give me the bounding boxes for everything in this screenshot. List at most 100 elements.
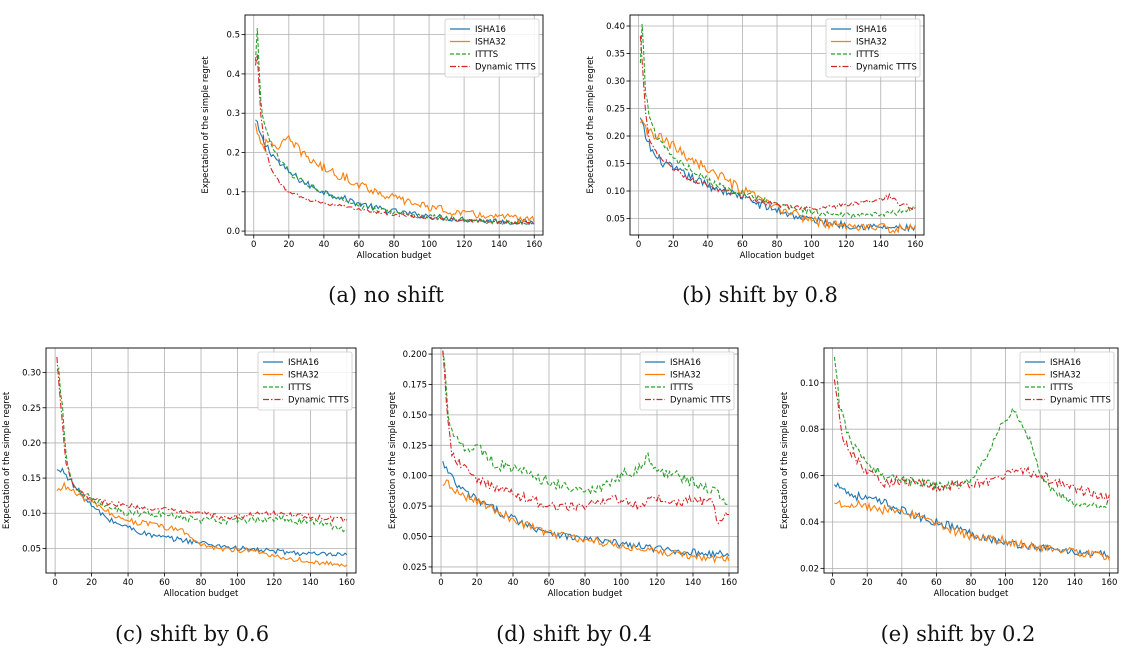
- x-tick-label: 100: [421, 240, 437, 250]
- y-axis-label: Expectation of the simple regret: [2, 391, 12, 529]
- series-line-isha16: [255, 119, 535, 226]
- y-tick-label: 0.30: [22, 369, 41, 379]
- chart-panel-e: 0 20 40 60 80 100 120 140 160 0.02 0.04 0.06 0.08 0.1…: [778, 340, 1122, 605]
- series-line-isha32: [56, 481, 348, 568]
- x-tick-label: 100: [229, 578, 245, 588]
- y-tick-label: 0.08: [800, 425, 819, 435]
- x-tick-label: 60: [544, 578, 555, 588]
- x-tick-label: 60: [737, 240, 748, 250]
- series-line-dynamic-ttts: [254, 54, 535, 225]
- y-tick-label: 0.050: [403, 533, 427, 543]
- legend-label: ISHA16: [856, 25, 887, 35]
- x-tick-label: 20: [668, 240, 679, 250]
- y-tick-label: 0.15: [22, 474, 41, 484]
- x-tick-label: 40: [896, 578, 907, 588]
- y-tick-label: 0.06: [800, 472, 819, 482]
- x-tick-label: 160: [339, 578, 355, 588]
- legend-label: Dynamic TTTS: [475, 63, 536, 73]
- y-axis-label: Expectation of the simple regret: [388, 391, 398, 529]
- legend-label: Dynamic TTTS: [288, 396, 349, 406]
- chart-b: 0 20 40 60 80 100 120 140 160 0.05 0.10 0.15 0.20 0.2…: [586, 14, 925, 261]
- x-axis-label: Allocation budget: [164, 589, 239, 599]
- x-tick-label: 60: [931, 578, 942, 588]
- x-tick-label: 40: [318, 240, 329, 250]
- x-tick-label: 120: [1032, 578, 1048, 588]
- x-tick-label: 140: [685, 578, 701, 588]
- y-tick-label: 0.025: [403, 563, 427, 573]
- chart-panel-d: 0 20 40 60 80 100 120 140 160 0.025 0.050 0.075 0.10…: [384, 340, 746, 605]
- caption-e: (e) shift by 0.2: [880, 622, 1036, 646]
- caption-a: (a) no shift: [328, 283, 444, 307]
- y-tick-label: 0.3: [226, 109, 240, 119]
- y-tick-label: 0.0: [226, 227, 240, 237]
- x-axis-label: Allocation budget: [740, 251, 815, 261]
- y-axis-label: Expectation of the simple regret: [780, 391, 790, 529]
- x-tick-label: 40: [123, 578, 134, 588]
- y-tick-label: 0.1: [226, 188, 240, 198]
- x-tick-label: 60: [159, 578, 170, 588]
- legend-label: ISHA16: [1050, 358, 1081, 368]
- series-line-isha32: [442, 479, 730, 564]
- chart-d: 0 20 40 60 80 100 120 140 160 0.025 0.050 0.075 0.10…: [388, 347, 739, 599]
- legend-label: ISHA32: [856, 38, 887, 48]
- x-tick-label: 20: [86, 578, 97, 588]
- series-line-dynamic-ttts: [833, 379, 1110, 504]
- legend-label: ISHA16: [288, 358, 319, 368]
- series-line-ittts: [442, 350, 730, 506]
- y-tick-label: 0.04: [800, 518, 819, 528]
- y-tick-label: 0.100: [403, 472, 427, 482]
- chart-a: 0 20 40 60 80 100 120 140 160 0.0 0.1 0.2 0.3 0.4 0.5 A…: [201, 14, 544, 261]
- legend-label: ITTTS: [670, 383, 693, 393]
- legend-label: ISHA16: [475, 25, 506, 35]
- x-tick-label: 140: [1067, 578, 1083, 588]
- x-tick-label: 160: [1101, 578, 1117, 588]
- y-tick-label: 0.25: [22, 404, 41, 414]
- legend-box: [257, 351, 353, 411]
- y-tick-label: 0.05: [606, 215, 625, 225]
- y-tick-label: 0.30: [606, 77, 625, 87]
- x-tick-label: 0: [636, 240, 641, 250]
- y-tick-label: 0.05: [22, 544, 41, 554]
- series-line-isha32: [639, 119, 916, 234]
- x-tick-label: 40: [508, 578, 519, 588]
- legend-label: ISHA32: [288, 371, 319, 381]
- y-tick-label: 0.20: [606, 132, 625, 142]
- legend-label: Dynamic TTTS: [856, 63, 917, 73]
- legend-box: [444, 18, 540, 78]
- x-tick-label: 20: [862, 578, 873, 588]
- x-tick-label: 80: [966, 578, 977, 588]
- x-tick-label: 40: [702, 240, 713, 250]
- x-tick-label: 0: [830, 578, 835, 588]
- legend-label: ITTTS: [288, 383, 311, 393]
- y-tick-label: 0.200: [403, 350, 427, 360]
- series-line-isha32: [834, 499, 1110, 561]
- series-line-ittts: [56, 366, 347, 533]
- x-tick-label: 120: [649, 578, 665, 588]
- y-tick-label: 0.10: [22, 509, 41, 519]
- y-tick-label: 0.20: [22, 439, 41, 449]
- legend-box: [825, 18, 921, 78]
- x-tick-label: 100: [997, 578, 1013, 588]
- legend-label: ISHA16: [670, 358, 701, 368]
- legend-label: ITTTS: [475, 50, 498, 60]
- series-line-isha32: [254, 123, 535, 225]
- x-tick-label: 0: [52, 578, 57, 588]
- x-tick-label: 140: [491, 240, 507, 250]
- x-axis-label: Allocation budget: [548, 589, 623, 599]
- x-tick-label: 60: [354, 240, 365, 250]
- y-tick-label: 0.2: [226, 149, 240, 159]
- x-tick-label: 20: [283, 240, 294, 250]
- chart-e: 0 20 40 60 80 100 120 140 160 0.02 0.04 0.06 0.08 0.1…: [780, 347, 1119, 599]
- series-line-dynamic-ttts: [639, 35, 916, 211]
- caption-b: (b) shift by 0.8: [682, 283, 838, 307]
- x-axis-label: Allocation budget: [357, 251, 432, 261]
- x-tick-label: 20: [472, 578, 483, 588]
- x-tick-label: 0: [438, 578, 443, 588]
- caption-d: (d) shift by 0.4: [496, 622, 652, 646]
- x-tick-label: 140: [302, 578, 318, 588]
- chart-panel-a: 0 20 40 60 80 100 120 140 160 0.0 0.1 0.2 0.3 0.4 0.5 A…: [200, 10, 550, 265]
- caption-c: (c) shift by 0.6: [114, 622, 270, 646]
- y-axis-label: Expectation of the simple regret: [201, 56, 211, 194]
- x-tick-label: 120: [266, 578, 282, 588]
- series-line-isha16: [639, 117, 916, 233]
